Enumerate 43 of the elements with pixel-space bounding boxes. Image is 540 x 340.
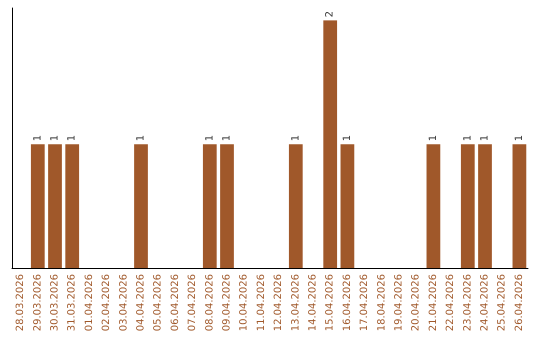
x-tick-label: 16.04.2026 bbox=[342, 274, 353, 332]
x-tick-label: 30.03.2026 bbox=[50, 274, 60, 332]
x-tick-label: 03.04.2026 bbox=[118, 274, 130, 332]
x-tick-label: 11.04.2026 bbox=[256, 274, 267, 332]
x-tick-label: 01.04.2026 bbox=[84, 274, 95, 332]
x-tick-label: 18.04.2026 bbox=[376, 274, 388, 332]
data-label: 1 bbox=[204, 134, 216, 142]
x-tick-label: 29.03.2026 bbox=[32, 274, 44, 332]
x-tick-label: 08.04.2026 bbox=[204, 274, 216, 332]
x-tick-label: 22.04.2026 bbox=[445, 274, 456, 332]
x-tick-label: 25.04.2026 bbox=[496, 274, 508, 332]
data-label: 1 bbox=[342, 134, 353, 142]
x-tick-label: 15.04.2026 bbox=[324, 274, 336, 332]
data-label: 1 bbox=[462, 134, 474, 142]
data-label: 1 bbox=[290, 134, 302, 142]
data-label: 1 bbox=[428, 134, 439, 142]
data-label: 1 bbox=[514, 134, 525, 142]
x-tick-label: 13.04.2026 bbox=[290, 274, 302, 332]
x-tick-label: 02.04.2026 bbox=[101, 274, 112, 332]
x-tick-label: 24.04.2026 bbox=[480, 274, 490, 332]
x-tick-label: 17.04.2026 bbox=[359, 274, 370, 332]
data-label: 1 bbox=[32, 134, 44, 142]
x-tick-label: 14.04.2026 bbox=[308, 274, 318, 332]
data-label: 1 bbox=[50, 134, 60, 142]
data-label: 2 bbox=[324, 11, 336, 18]
x-tick-label: 23.04.2026 bbox=[462, 274, 474, 332]
x-tick-label: 06.04.2026 bbox=[170, 274, 181, 332]
data-label: 1 bbox=[480, 134, 490, 142]
data-label: 1 bbox=[136, 134, 146, 142]
x-tick-label: 21.04.2026 bbox=[428, 274, 439, 332]
data-label: 1 bbox=[66, 134, 78, 142]
x-tick-label: 07.04.2026 bbox=[187, 274, 198, 332]
x-tick-label: 05.04.2026 bbox=[152, 274, 164, 332]
x-tick-label: 31.03.2026 bbox=[66, 274, 78, 332]
x-tick-label: 04.04.2026 bbox=[136, 274, 146, 332]
x-tick-label: 10.04.2026 bbox=[238, 274, 250, 332]
x-tick-label: 26.04.2026 bbox=[514, 274, 525, 332]
x-tick-label: 19.04.2026 bbox=[394, 274, 404, 332]
x-tick-label: 28.03.2026 bbox=[15, 274, 26, 332]
x-tick-label: 12.04.2026 bbox=[273, 274, 284, 332]
x-tick-label: 20.04.2026 bbox=[410, 274, 422, 332]
data-label: 1 bbox=[222, 134, 232, 142]
x-tick-label: 09.04.2026 bbox=[222, 274, 232, 332]
